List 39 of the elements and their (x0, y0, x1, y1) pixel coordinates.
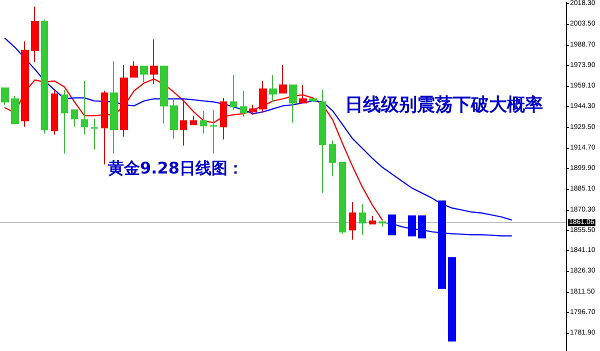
candlestick (41, 19, 48, 134)
candlestick (140, 66, 148, 82)
candlestick (71, 109, 78, 128)
candlestick (1, 87, 9, 106)
candlestick (220, 97, 227, 140)
candlestick (101, 90, 108, 165)
candlestick (11, 95, 19, 124)
candlestick (190, 115, 197, 126)
candlestick (379, 221, 386, 228)
candlestick (259, 80, 267, 114)
candlestick (180, 98, 187, 146)
candlestick (210, 109, 217, 154)
candlestick (329, 140, 336, 177)
candlestick (269, 74, 277, 102)
candlestick (279, 64, 287, 94)
annotation: 黄金9.28日线图： (107, 158, 244, 178)
candlestick (349, 201, 356, 240)
candlestick (240, 90, 247, 118)
candlestick (91, 118, 98, 150)
candlestick (230, 74, 237, 110)
candlestick (51, 89, 58, 136)
candlestick (110, 60, 118, 154)
candlestick (319, 89, 326, 194)
candlestick (170, 97, 178, 140)
candlestick (31, 6, 39, 63)
candlestick (289, 84, 297, 124)
candlestick (249, 104, 257, 116)
candlestick (200, 110, 207, 134)
candlestick (369, 215, 376, 224)
candlestick (61, 89, 68, 154)
candlestick (130, 60, 138, 78)
candlestick (339, 162, 346, 234)
candlestick (309, 98, 317, 102)
candlestick (81, 80, 88, 136)
annotation: 日线级别震荡下破大概率 (345, 94, 543, 116)
candlestick (359, 204, 366, 236)
candlestick (299, 84, 307, 104)
candlestick (448, 257, 456, 342)
candlestick (160, 66, 168, 124)
